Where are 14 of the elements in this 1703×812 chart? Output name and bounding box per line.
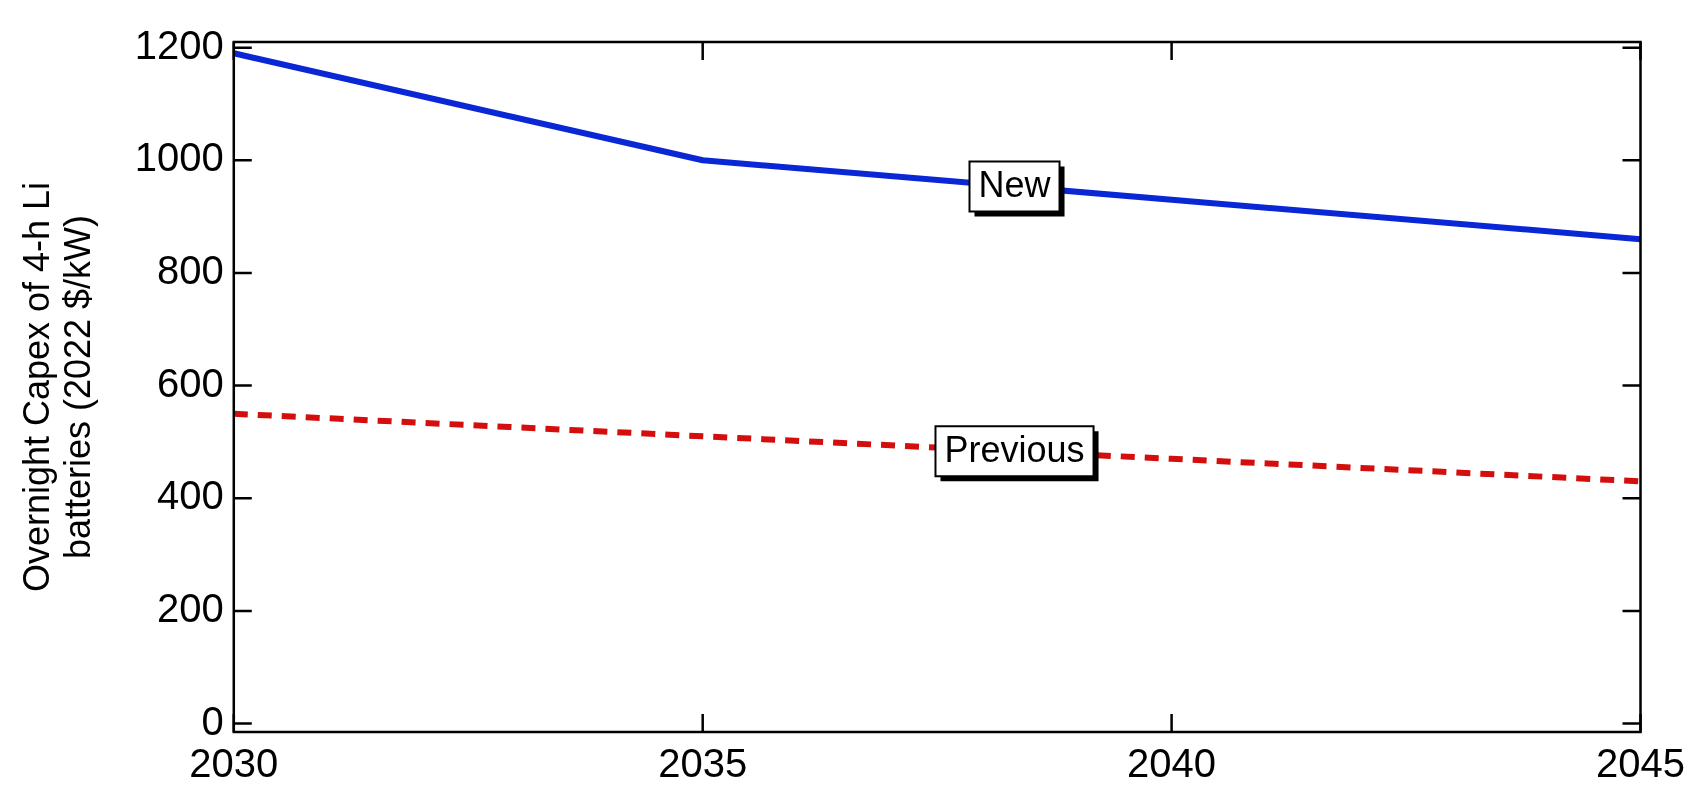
y-tick-label: 800 [157, 247, 224, 292]
x-tick-label: 2040 [1127, 741, 1217, 786]
y-tick-label: 1200 [134, 22, 224, 67]
y-tick-label: 200 [157, 585, 224, 630]
y-axis-title: Overnight Capex of 4-h Li batteries (2022 $/kW) [15, 181, 99, 593]
y-tick-label: 0 [201, 698, 224, 743]
y-tick-label: 400 [157, 473, 224, 518]
series-label: New [978, 164, 1052, 206]
x-tick-label: 2045 [1596, 741, 1685, 786]
x-tick-label: 2030 [189, 741, 279, 786]
series-label: Previous [944, 429, 1085, 471]
x-tick-label: 2035 [658, 741, 748, 786]
y-tick-label: 600 [157, 360, 224, 405]
y-tick-label: 1000 [134, 135, 224, 180]
